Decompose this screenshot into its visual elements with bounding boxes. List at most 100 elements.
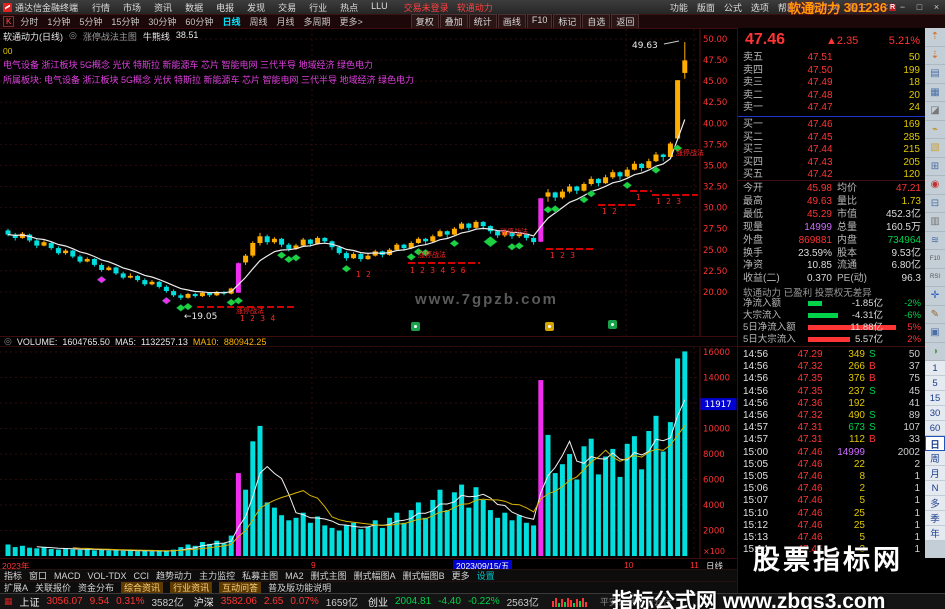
side-period-60[interactable]: 60 <box>925 421 945 436</box>
side-period-周[interactable]: 周 <box>925 451 945 466</box>
period-tab[interactable]: 更多> <box>339 17 363 27</box>
menu-行业[interactable]: 行业 <box>309 2 328 13</box>
menu-交易[interactable]: 交易 <box>278 2 297 13</box>
indicator-tab[interactable]: 互动问答 <box>219 582 262 593</box>
side-icon[interactable]: ⇣ <box>925 47 945 65</box>
window-control[interactable]: − <box>899 2 906 12</box>
side-icon[interactable]: ▥ <box>925 213 945 232</box>
side-period-年[interactable]: 年 <box>925 526 945 541</box>
tool-button[interactable]: 画线 <box>497 14 526 29</box>
side-icon[interactable]: ◉ <box>925 176 945 195</box>
kline-icon[interactable]: K <box>3 16 15 27</box>
index-quote-沪深[interactable]: 沪深 3582.06 2.65 0.07% 1659亿 <box>193 596 358 609</box>
side-icon[interactable]: ✎ <box>925 306 945 324</box>
period-tab[interactable]: 5分钟 <box>79 17 103 27</box>
side-icon[interactable]: ▣ <box>925 324 945 343</box>
side-period-30[interactable]: 30 <box>925 406 945 421</box>
indicator-tab[interactable]: 关联报价 <box>35 583 72 593</box>
side-icon[interactable]: F10 <box>925 250 945 269</box>
index-quote-创业[interactable]: 创业 2004.81 -4.40 -0.22% 2563亿 <box>367 596 539 609</box>
menu-帮助[interactable]: 帮助 <box>777 2 796 13</box>
tool-button[interactable]: 返回 <box>611 14 640 29</box>
volume-chart[interactable]: 16000 14000 10000 8000 6000 4000 2000 11917 ×100 <box>0 347 737 558</box>
indicator-tab[interactable]: 主力监控 <box>199 571 236 581</box>
side-icon[interactable]: ⊞ <box>925 158 945 176</box>
sector-tags-line1[interactable]: 电气设备 浙江板块 5G概念 光伏 特斯拉 新能源车 芯片 智能电网 三代半导 … <box>3 60 374 70</box>
side-icon[interactable]: ▧ <box>925 139 945 158</box>
indicator-tab[interactable]: CCI <box>133 570 150 581</box>
indicator-tab[interactable]: 设置 <box>476 571 495 581</box>
side-icon[interactable]: RSI <box>925 269 945 287</box>
indicator-tab[interactable]: 综合资讯 <box>121 582 164 593</box>
tool-button[interactable]: 自选 <box>582 14 611 29</box>
side-period-15[interactable]: 15 <box>925 391 945 406</box>
period-tab[interactable]: 60分钟 <box>185 17 214 27</box>
side-icon[interactable]: ⌁ <box>925 121 945 139</box>
tool-button[interactable]: 叠加 <box>439 14 468 29</box>
indicator-tab[interactable]: 删式主图 <box>310 571 347 581</box>
window-control[interactable]: < <box>882 2 889 12</box>
side-period-月[interactable]: 月 <box>925 466 945 481</box>
period-tab[interactable]: 日线 <box>222 17 241 27</box>
indicator-tab[interactable]: 行业资讯 <box>170 582 213 593</box>
menu-公式[interactable]: 公式 <box>723 2 742 13</box>
menu-市场[interactable]: 市场 <box>123 2 142 13</box>
period-tab[interactable]: 30分钟 <box>148 17 177 27</box>
indicator-tab[interactable]: 普及版功能说明 <box>268 583 332 593</box>
menu-行情[interactable]: 行情 <box>92 2 111 13</box>
side-icon[interactable]: ≋ <box>925 232 945 250</box>
side-period-日[interactable]: 日 <box>925 436 945 451</box>
tool-button[interactable]: 标记 <box>553 14 582 29</box>
menu-热点[interactable]: 热点 <box>340 2 359 13</box>
menu-电报[interactable]: 电报 <box>216 2 235 13</box>
tool-button[interactable]: F10 <box>526 14 553 29</box>
login-notice[interactable]: 交易未登录 软通动力 <box>404 1 493 14</box>
side-icon[interactable]: ▤ <box>925 65 945 84</box>
indicator-tab[interactable]: 删式幅图B <box>402 571 445 581</box>
menu-数据[interactable]: 数据 <box>185 2 204 13</box>
window-control[interactable]: □ <box>916 2 923 12</box>
side-period-多[interactable]: 多 <box>925 496 945 511</box>
period-tab[interactable]: 1分钟 <box>47 17 71 27</box>
window-control[interactable]: × <box>933 2 940 12</box>
side-icon[interactable]: ◪ <box>925 102 945 121</box>
period-tab[interactable]: 周线 <box>249 17 268 27</box>
period-tab[interactable]: 15分钟 <box>111 17 140 27</box>
indicator-tab[interactable]: 扩展A <box>4 583 29 593</box>
menu-选项[interactable]: 选项 <box>750 2 769 13</box>
menu-发现[interactable]: 发现 <box>247 2 266 13</box>
side-period-1[interactable]: 1 <box>925 361 945 376</box>
period-tab[interactable]: 月线 <box>276 17 295 27</box>
side-icon[interactable]: ✛ <box>925 287 945 306</box>
indicator-tab[interactable]: MA2 <box>285 570 304 581</box>
indicator-tab[interactable]: 删式幅图A <box>353 571 396 581</box>
menu-版面[interactable]: 版面 <box>696 2 715 13</box>
period-tab[interactable]: 分时 <box>20 17 39 27</box>
indicator-name[interactable]: 涨停战法主图 <box>82 32 137 42</box>
side-period-N[interactable]: N <box>925 481 945 496</box>
side-period-5[interactable]: 5 <box>925 376 945 391</box>
indicator-tab[interactable]: 趋势动力 <box>156 571 193 581</box>
main-chart[interactable]: 50.00 47.50 45.00 42.50 40.00 37.50 35.00 32.50… <box>0 28 737 337</box>
menu-LLU[interactable]: LLU <box>371 0 388 11</box>
menu-资讯[interactable]: 资讯 <box>154 2 173 13</box>
tool-button[interactable]: 复权 <box>410 14 439 29</box>
sector-tags-line2[interactable]: 所属板块: 电气设备 浙江板块 5G概念 光伏 特斯拉 新能源车 芯片 智能电网… <box>3 75 415 85</box>
indicator-tab[interactable]: 更多 <box>451 571 470 581</box>
indicator-tab[interactable]: MACD <box>54 570 81 581</box>
side-icon[interactable]: ◑ <box>925 343 945 361</box>
indicator-tab[interactable]: 指标 <box>4 571 23 581</box>
tool-button[interactable]: 统计 <box>468 14 497 29</box>
side-icon[interactable]: ⇡ <box>925 28 945 47</box>
menu-功能[interactable]: 功能 <box>669 2 688 13</box>
side-period-季[interactable]: 季 <box>925 511 945 526</box>
side-icon[interactable]: ▦ <box>925 84 945 102</box>
indicator-tab[interactable]: 窗口 <box>29 571 48 581</box>
index-quote-上证[interactable]: 上证 3056.07 9.54 0.31% 3582亿 <box>19 596 184 609</box>
period-tab[interactable]: 多周期 <box>303 17 331 27</box>
indicator-tab[interactable]: VOL-TDX <box>87 570 127 581</box>
indicator-tab[interactable]: 资金分布 <box>78 583 115 593</box>
status-grid-icon[interactable]: ▦ <box>4 596 13 606</box>
side-icon[interactable]: ⊟ <box>925 195 945 213</box>
indicator-tab[interactable]: 私募主图 <box>242 571 279 581</box>
